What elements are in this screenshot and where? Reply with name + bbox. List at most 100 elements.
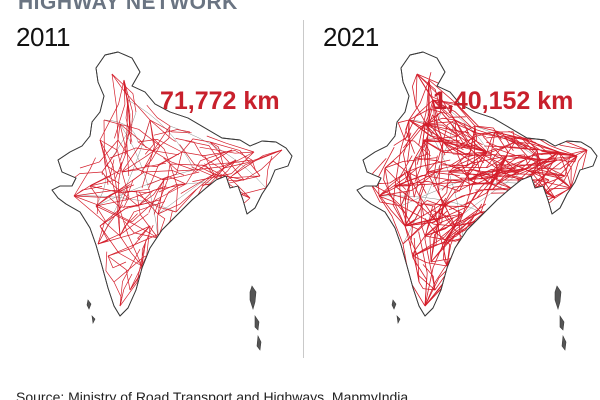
- highway-segment: [516, 142, 578, 157]
- highway-segment: [416, 73, 455, 120]
- highway-segment: [95, 205, 106, 245]
- highway-segment: [424, 121, 486, 138]
- island-2: [561, 334, 567, 351]
- highway-segment: [402, 215, 450, 245]
- highway-segment: [117, 162, 123, 205]
- highway-segment: [442, 141, 485, 164]
- highway-segment: [558, 151, 572, 189]
- highway-segment: [464, 125, 478, 147]
- highway-segment: [73, 186, 103, 197]
- highway-segment: [153, 163, 171, 215]
- highway-segment: [424, 205, 436, 291]
- highway-segment: [117, 203, 121, 237]
- highway-segment: [142, 145, 161, 170]
- highway-segment: [473, 155, 508, 176]
- page-heading: HIGHWAY NETWORK: [18, 0, 238, 14]
- highway-segment: [412, 73, 418, 108]
- highway-segment: [118, 191, 121, 237]
- network-length-2021: 1,40,152 km: [433, 87, 574, 115]
- highway-segment: [444, 203, 483, 241]
- highway-segment: [422, 111, 442, 141]
- highway-segment: [409, 157, 416, 198]
- highway-segment: [445, 131, 496, 154]
- highway-segment: [442, 183, 481, 207]
- india-outline-top: [51, 51, 293, 317]
- highway-segment: [406, 171, 427, 194]
- highway-segment: [378, 174, 434, 197]
- highway-segment: [378, 194, 402, 207]
- highway-segment: [123, 79, 131, 131]
- state-boundary: [474, 125, 572, 189]
- highway-segment: [163, 171, 200, 181]
- highway-segment: [370, 183, 402, 207]
- highway-segment: [528, 170, 572, 189]
- highway-segment: [518, 159, 558, 175]
- highway-segment: [416, 73, 442, 113]
- highway-segment: [99, 139, 119, 205]
- highway-segment: [149, 119, 176, 142]
- island-0: [554, 285, 562, 311]
- highway-segment: [73, 190, 151, 197]
- highway-segment: [404, 205, 470, 227]
- highway-segment: [394, 185, 438, 223]
- highway-segment: [434, 171, 450, 206]
- highway-segment: [426, 141, 444, 173]
- highway-segment: [137, 139, 183, 153]
- highway-segment: [99, 139, 123, 173]
- highway-segment: [107, 255, 131, 291]
- highway-segment: [504, 137, 538, 151]
- highway-segment: [99, 139, 121, 175]
- highway-segment: [473, 142, 508, 157]
- highway-segment: [512, 193, 546, 212]
- highway-segment: [564, 149, 588, 177]
- highway-segment: [502, 197, 556, 242]
- highway-segment: [531, 173, 566, 191]
- highway-segment: [407, 119, 410, 163]
- india-outline-top: [356, 51, 598, 317]
- highway-segment: [119, 249, 141, 307]
- highway-segment: [428, 79, 480, 128]
- highway-segment: [108, 196, 139, 208]
- highway-segment: [384, 167, 407, 190]
- highway-segment: [89, 185, 99, 215]
- highway-segment: [400, 205, 456, 227]
- highway-segment: [137, 194, 177, 213]
- highway-segment: [137, 184, 185, 207]
- highway-segment: [466, 187, 512, 196]
- highway-segment: [448, 171, 498, 179]
- highway-segment: [89, 185, 151, 194]
- year-label-2021: 2021: [323, 22, 379, 52]
- highway-segment: [424, 203, 487, 237]
- highway-segment: [121, 145, 161, 173]
- highway-segment: [416, 73, 454, 108]
- highway-segment: [197, 197, 251, 242]
- highway-segment: [556, 155, 578, 163]
- highway-segment: [528, 155, 578, 170]
- state-boundary: [378, 195, 482, 213]
- highway-segment: [392, 185, 406, 227]
- highway-segment: [117, 139, 165, 181]
- highway-segment: [570, 149, 588, 189]
- highway-segment: [449, 151, 488, 166]
- highway-segment: [405, 171, 412, 201]
- panel-divider: [303, 20, 304, 358]
- highway-segment: [570, 187, 576, 191]
- highway-segment: [95, 184, 131, 207]
- highway-segment: [144, 119, 154, 155]
- highway-segment: [394, 175, 464, 187]
- highway-segment: [448, 171, 492, 185]
- year-label-2011: 2011: [16, 22, 70, 52]
- highway-segment: [145, 151, 183, 167]
- highway-segment: [444, 218, 472, 241]
- highway-segment: [157, 213, 166, 239]
- highway-segment: [412, 213, 483, 257]
- highway-segment: [474, 125, 502, 140]
- network-length-2011: 71,772 km: [160, 87, 280, 115]
- highway-segment: [418, 281, 436, 291]
- highway-segment: [121, 162, 167, 173]
- highway-segment: [161, 151, 183, 181]
- highway-segment: [418, 231, 428, 307]
- highway-segment: [180, 159, 237, 194]
- highway-segment: [467, 163, 476, 194]
- highway-segment: [370, 183, 424, 205]
